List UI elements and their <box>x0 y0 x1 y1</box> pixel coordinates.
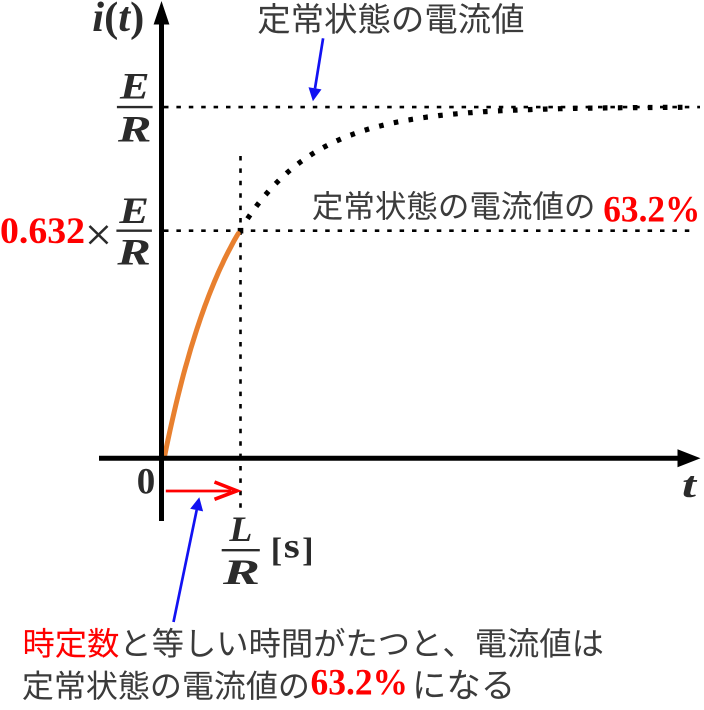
svg-text:]: ] <box>302 531 313 569</box>
svg-text:s: s <box>284 527 300 566</box>
svg-text:R: R <box>117 110 152 151</box>
svg-text:63.2%: 63.2% <box>603 189 700 230</box>
svg-text:t: t <box>682 465 698 506</box>
svg-text:i(t): i(t) <box>92 0 144 41</box>
svg-text:E: E <box>119 67 150 108</box>
svg-text:E: E <box>118 191 149 232</box>
svg-text:R: R <box>116 232 151 273</box>
svg-text:63.2%: 63.2% <box>311 663 409 704</box>
svg-text:0: 0 <box>137 461 156 502</box>
svg-text:R: R <box>221 552 260 592</box>
svg-text:L: L <box>228 509 252 549</box>
svg-text:[: [ <box>271 531 282 569</box>
svg-text:0.632: 0.632 <box>0 211 85 252</box>
